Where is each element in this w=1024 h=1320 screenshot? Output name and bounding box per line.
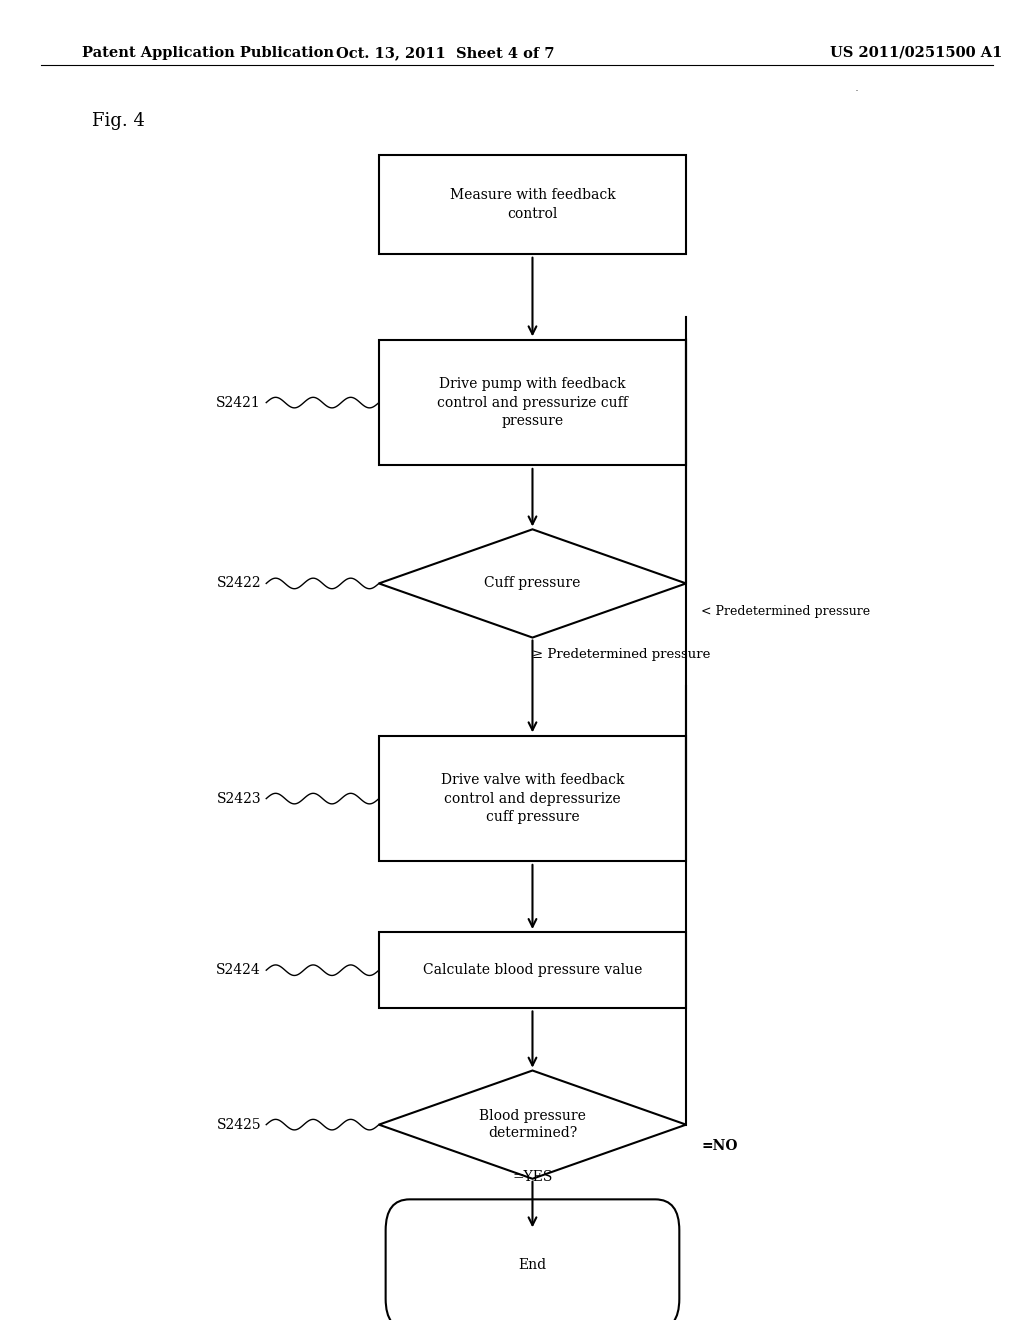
- Text: Drive valve with feedback
control and depressurize
cuff pressure: Drive valve with feedback control and de…: [440, 774, 625, 824]
- Text: Oct. 13, 2011  Sheet 4 of 7: Oct. 13, 2011 Sheet 4 of 7: [336, 46, 555, 59]
- Text: Blood pressure
determined?: Blood pressure determined?: [479, 1109, 586, 1140]
- Text: =YES: =YES: [512, 1171, 553, 1184]
- Text: Drive pump with feedback
control and pressurize cuff
pressure: Drive pump with feedback control and pre…: [437, 378, 628, 428]
- FancyBboxPatch shape: [386, 1200, 679, 1320]
- Polygon shape: [379, 529, 686, 638]
- Text: =NO: =NO: [701, 1139, 738, 1152]
- Text: Cuff pressure: Cuff pressure: [484, 577, 581, 590]
- Text: S2421: S2421: [216, 396, 261, 409]
- Text: S2422: S2422: [216, 577, 261, 590]
- Bar: [379, 154, 686, 253]
- Text: S2423: S2423: [216, 792, 261, 805]
- Bar: [379, 932, 686, 1008]
- Text: Fig. 4: Fig. 4: [92, 112, 145, 131]
- Bar: [379, 737, 686, 861]
- Text: S2424: S2424: [216, 964, 261, 977]
- Text: Calculate blood pressure value: Calculate blood pressure value: [423, 964, 642, 977]
- Text: US 2011/0251500 A1: US 2011/0251500 A1: [830, 46, 1002, 59]
- Text: S2425: S2425: [216, 1118, 261, 1131]
- Text: .: .: [855, 81, 859, 94]
- Text: ≥ Predetermined pressure: ≥ Predetermined pressure: [532, 648, 711, 661]
- Text: End: End: [518, 1258, 547, 1271]
- Text: Measure with feedback
control: Measure with feedback control: [450, 189, 615, 220]
- Text: < Predetermined pressure: < Predetermined pressure: [701, 605, 870, 618]
- Text: Patent Application Publication: Patent Application Publication: [82, 46, 334, 59]
- Bar: [379, 341, 686, 466]
- Polygon shape: [379, 1071, 686, 1179]
